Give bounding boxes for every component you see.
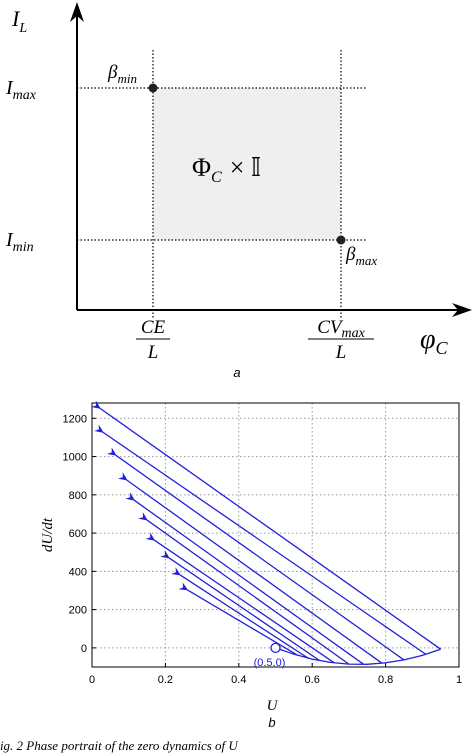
y-tick-label: 1200 [63, 413, 87, 425]
plot-frame [91, 402, 460, 668]
trajectory [94, 424, 427, 655]
x-tick-label: 0.8 [378, 674, 393, 686]
y-tick-label: 200 [69, 605, 87, 617]
panel-label: a [233, 365, 240, 380]
panel-a: IL Imax Imin βmin βmax ΦC × 𝕀 CE L CVmax … [5, 2, 472, 380]
main: β [107, 62, 118, 83]
beta-min-label: βmin [107, 62, 137, 86]
sub: C [211, 169, 222, 186]
equilibrium-point [270, 642, 281, 654]
x-tick-2-denominator: L [335, 342, 347, 363]
guides [77, 50, 366, 318]
rest: × 𝕀 [230, 153, 261, 182]
y-tick-label: 600 [69, 528, 87, 540]
panel-label: b [268, 715, 275, 730]
beta-max-label: βmax [345, 244, 377, 268]
main: CV [317, 317, 344, 338]
y-axis-label: IL [11, 6, 27, 36]
x-axis-label: U [267, 698, 279, 714]
region [153, 88, 341, 240]
x-tick-label: 0.4 [231, 674, 246, 686]
trajectory [107, 447, 405, 661]
main: β [345, 244, 356, 265]
i-max-label: Imax [5, 77, 37, 103]
main: I [5, 77, 14, 99]
region-label: ΦC × 𝕀 [192, 153, 261, 186]
y-tick-label: 1000 [63, 452, 87, 464]
y-arrow [70, 2, 84, 22]
sub: max [13, 88, 37, 103]
main: Φ [192, 153, 211, 182]
x-tick-2-numerator: CVmax [317, 317, 365, 341]
sub: C [436, 338, 449, 358]
sub: min [117, 71, 137, 86]
trajectory [145, 532, 335, 664]
trajectory [138, 512, 350, 665]
panel-b: U dU/dt b 0 0.2 0.4 0.6 0.8 1 0 200 400 600 800 100… [40, 400, 462, 730]
equilibrium-label: (0.5,0) [254, 657, 286, 669]
main: I [5, 229, 14, 251]
trajectory [118, 472, 383, 664]
x-tick-label: 0.6 [305, 674, 320, 686]
trajectory [125, 492, 364, 665]
i-min-label: Imin [5, 229, 34, 255]
caption: Fig. 2 Phase portrait of the zero dynami… [0, 738, 239, 753]
y-tick-label: 400 [69, 566, 87, 578]
trajectory [91, 400, 442, 650]
x-arrow [452, 303, 472, 317]
x-tick-label: 0 [89, 674, 95, 686]
y-tick-label: 0 [81, 643, 87, 655]
x-tick-1-numerator: CE [141, 317, 166, 338]
y-tick-label: 800 [69, 490, 87, 502]
x-tick-label: 1 [456, 674, 462, 686]
main: I [11, 6, 21, 31]
x-tick-1-denominator: L [147, 342, 159, 363]
main: φ [420, 324, 436, 355]
sub: min [13, 240, 34, 255]
beta-min-dot [148, 83, 158, 93]
trajectory [275, 647, 441, 665]
x-axis-label: φC [420, 324, 449, 358]
sub: L [18, 21, 27, 36]
trajectory [171, 567, 309, 659]
beta-max-dot [336, 235, 346, 245]
x-tick-label: 0.2 [158, 674, 173, 686]
trajectory [160, 550, 320, 662]
y-axis-label: dU/dt [40, 517, 56, 552]
sub: max [355, 253, 377, 268]
sub: max [341, 326, 365, 341]
